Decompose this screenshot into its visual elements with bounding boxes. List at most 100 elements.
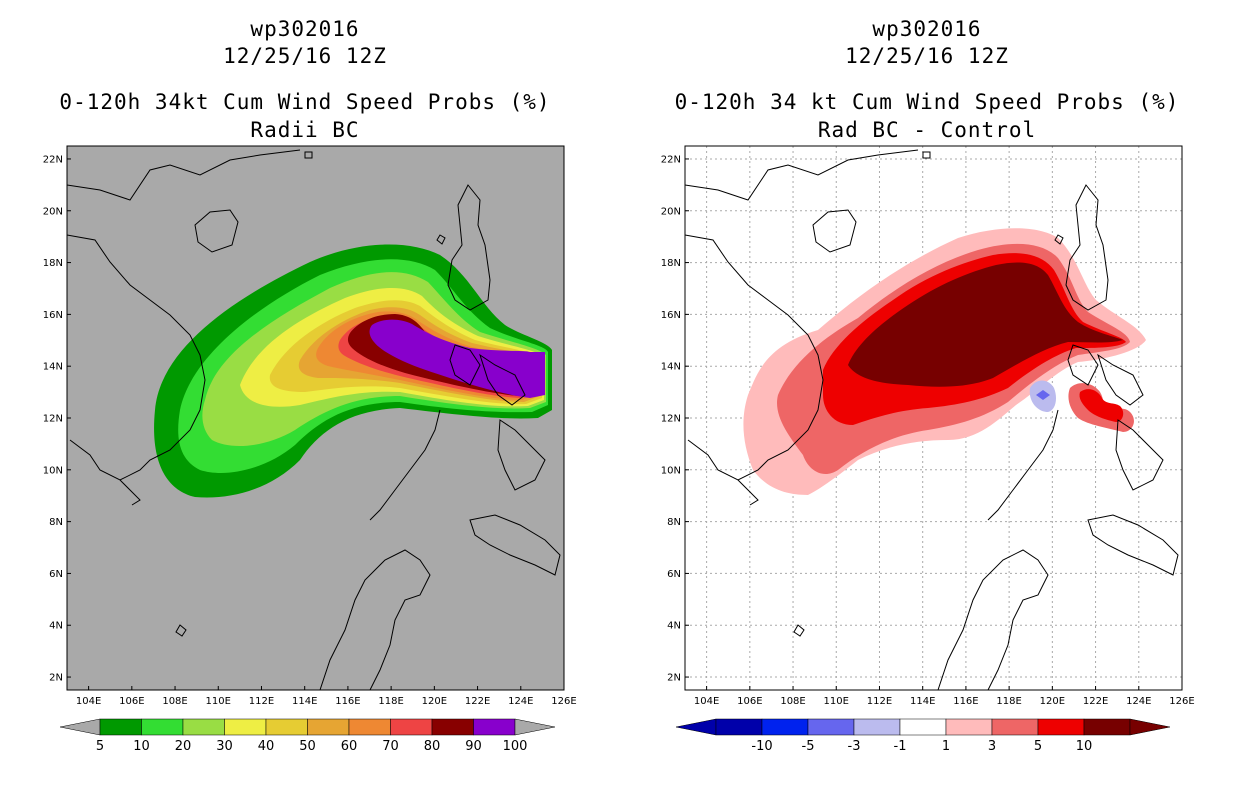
lat-label: 8N: [667, 517, 681, 528]
lat-label: 4N: [667, 621, 681, 632]
coastline: [812, 209, 857, 253]
left-axis-labels: 22N 20N 18N 16N 14N 12N 10N 8N 6N 4N 2N 104E 106E 108…: [43, 154, 577, 707]
coastline: [737, 479, 759, 506]
lon-label: 116E: [953, 696, 978, 707]
coastline: [369, 409, 441, 521]
lon-label: 106E: [737, 696, 762, 707]
colorbar-swatch: [265, 718, 308, 736]
right-storm-id: wp302016: [872, 17, 982, 41]
coastline: [447, 184, 491, 311]
colorbar-label: -5: [802, 739, 815, 754]
coastline: [1067, 344, 1099, 386]
colorbar-label: 10: [1076, 739, 1093, 754]
right-product-title: 0-120h 34 kt Cum Wind Speed Probs (%): [674, 90, 1180, 114]
lat-label: 16N: [43, 310, 63, 321]
left-map-panel: wp302016 12/25/16 12Z 0-120h 34kt Cum Wi…: [43, 17, 577, 754]
lat-label: 2N: [667, 673, 681, 684]
lon-label: 112E: [867, 696, 892, 707]
lon-label: 108E: [780, 696, 805, 707]
left-date: 12/25/16 12Z: [223, 44, 387, 68]
lat-label: 6N: [49, 569, 63, 580]
lon-label: 114E: [292, 696, 317, 707]
lat-label: 18N: [661, 258, 681, 269]
colorbar-swatch: [224, 718, 267, 736]
lat-label: 10N: [661, 465, 681, 476]
lat-label: 4N: [49, 621, 63, 632]
left-probability-contours: [154, 244, 552, 498]
coastline: [1054, 234, 1064, 245]
lon-label: 118E: [996, 696, 1021, 707]
left-contour-90: [369, 319, 545, 398]
right-contour-neg3: [1036, 390, 1050, 400]
colorbar-label: 5: [96, 739, 104, 754]
colorbar-label: 1: [942, 739, 950, 754]
coastline: [1065, 184, 1109, 311]
right-subtitle: Rad BC - Control: [817, 118, 1037, 142]
coastline: [67, 234, 206, 481]
colorbar-label: 10: [133, 739, 150, 754]
colorbar-label: 20: [175, 739, 192, 754]
lon-label: 122E: [1083, 696, 1108, 707]
colorbar-swatch: [1037, 718, 1085, 736]
coastline: [175, 624, 187, 637]
colorbar-swatch: [473, 718, 516, 736]
coastline: [685, 234, 824, 481]
lat-label: 6N: [667, 569, 681, 580]
coastline: [987, 409, 1059, 521]
colorbar-label: 70: [382, 739, 399, 754]
lat-label: 2N: [49, 673, 63, 684]
lon-label: 104E: [76, 696, 101, 707]
colorbar-low-arrow: [675, 718, 717, 736]
colorbar-high-arrow: [514, 718, 556, 736]
colorbar-high-arrow: [1129, 718, 1171, 736]
colorbar-swatch: [390, 718, 433, 736]
coastline: [449, 344, 481, 386]
coastline: [922, 151, 931, 159]
coastline: [1097, 353, 1144, 406]
coastline: [67, 149, 301, 201]
coastline: [119, 479, 141, 506]
colorbar-swatch: [1083, 718, 1131, 736]
colorbar-swatch: [141, 718, 184, 736]
colorbar-swatch: [853, 718, 901, 736]
lat-label: 10N: [43, 465, 63, 476]
colorbar-swatch: [715, 718, 763, 736]
lon-label: 124E: [1126, 696, 1151, 707]
right-date: 12/25/16 12Z: [845, 44, 1009, 68]
lon-label: 110E: [206, 696, 231, 707]
coastline: [304, 151, 313, 159]
lat-label: 20N: [43, 206, 63, 217]
lon-label: 120E: [1040, 696, 1065, 707]
right-coastlines: [685, 149, 1179, 690]
lon-label: 114E: [910, 696, 935, 707]
colorbar-swatch: [991, 718, 1039, 736]
colorbar-swatch: [348, 718, 391, 736]
lon-label: 116E: [335, 696, 360, 707]
right-map: 22N 20N 18N 16N 14N 12N 10N 8N 6N 4N 2N 104E 106E 108…: [661, 145, 1195, 754]
left-storm-id: wp302016: [250, 17, 360, 41]
lat-label: 22N: [43, 154, 63, 165]
coastline: [1087, 514, 1179, 576]
colorbar-label: 5: [1034, 739, 1042, 754]
colorbar-label: -10: [751, 739, 772, 754]
left-coastlines: [67, 149, 561, 690]
lat-label: 8N: [49, 517, 63, 528]
colorbar-swatch: [431, 718, 474, 736]
colorbar-swatch: [182, 718, 225, 736]
lat-label: 12N: [661, 414, 681, 425]
coastline: [1115, 419, 1164, 491]
coastline: [194, 209, 239, 253]
colorbar-swatch: [945, 718, 993, 736]
colorbar-label: 90: [465, 739, 482, 754]
lat-label: 14N: [661, 362, 681, 373]
lon-label: 106E: [119, 696, 144, 707]
lat-label: 14N: [43, 362, 63, 373]
colorbar-label: 30: [216, 739, 233, 754]
colorbar-label: 50: [299, 739, 316, 754]
coastline: [436, 234, 446, 245]
colorbar-swatch: [99, 718, 142, 736]
colorbar-label: -3: [848, 739, 861, 754]
coastline: [497, 419, 546, 491]
colorbar-label: 3: [988, 739, 996, 754]
right-contour-5-island: [1079, 389, 1124, 422]
